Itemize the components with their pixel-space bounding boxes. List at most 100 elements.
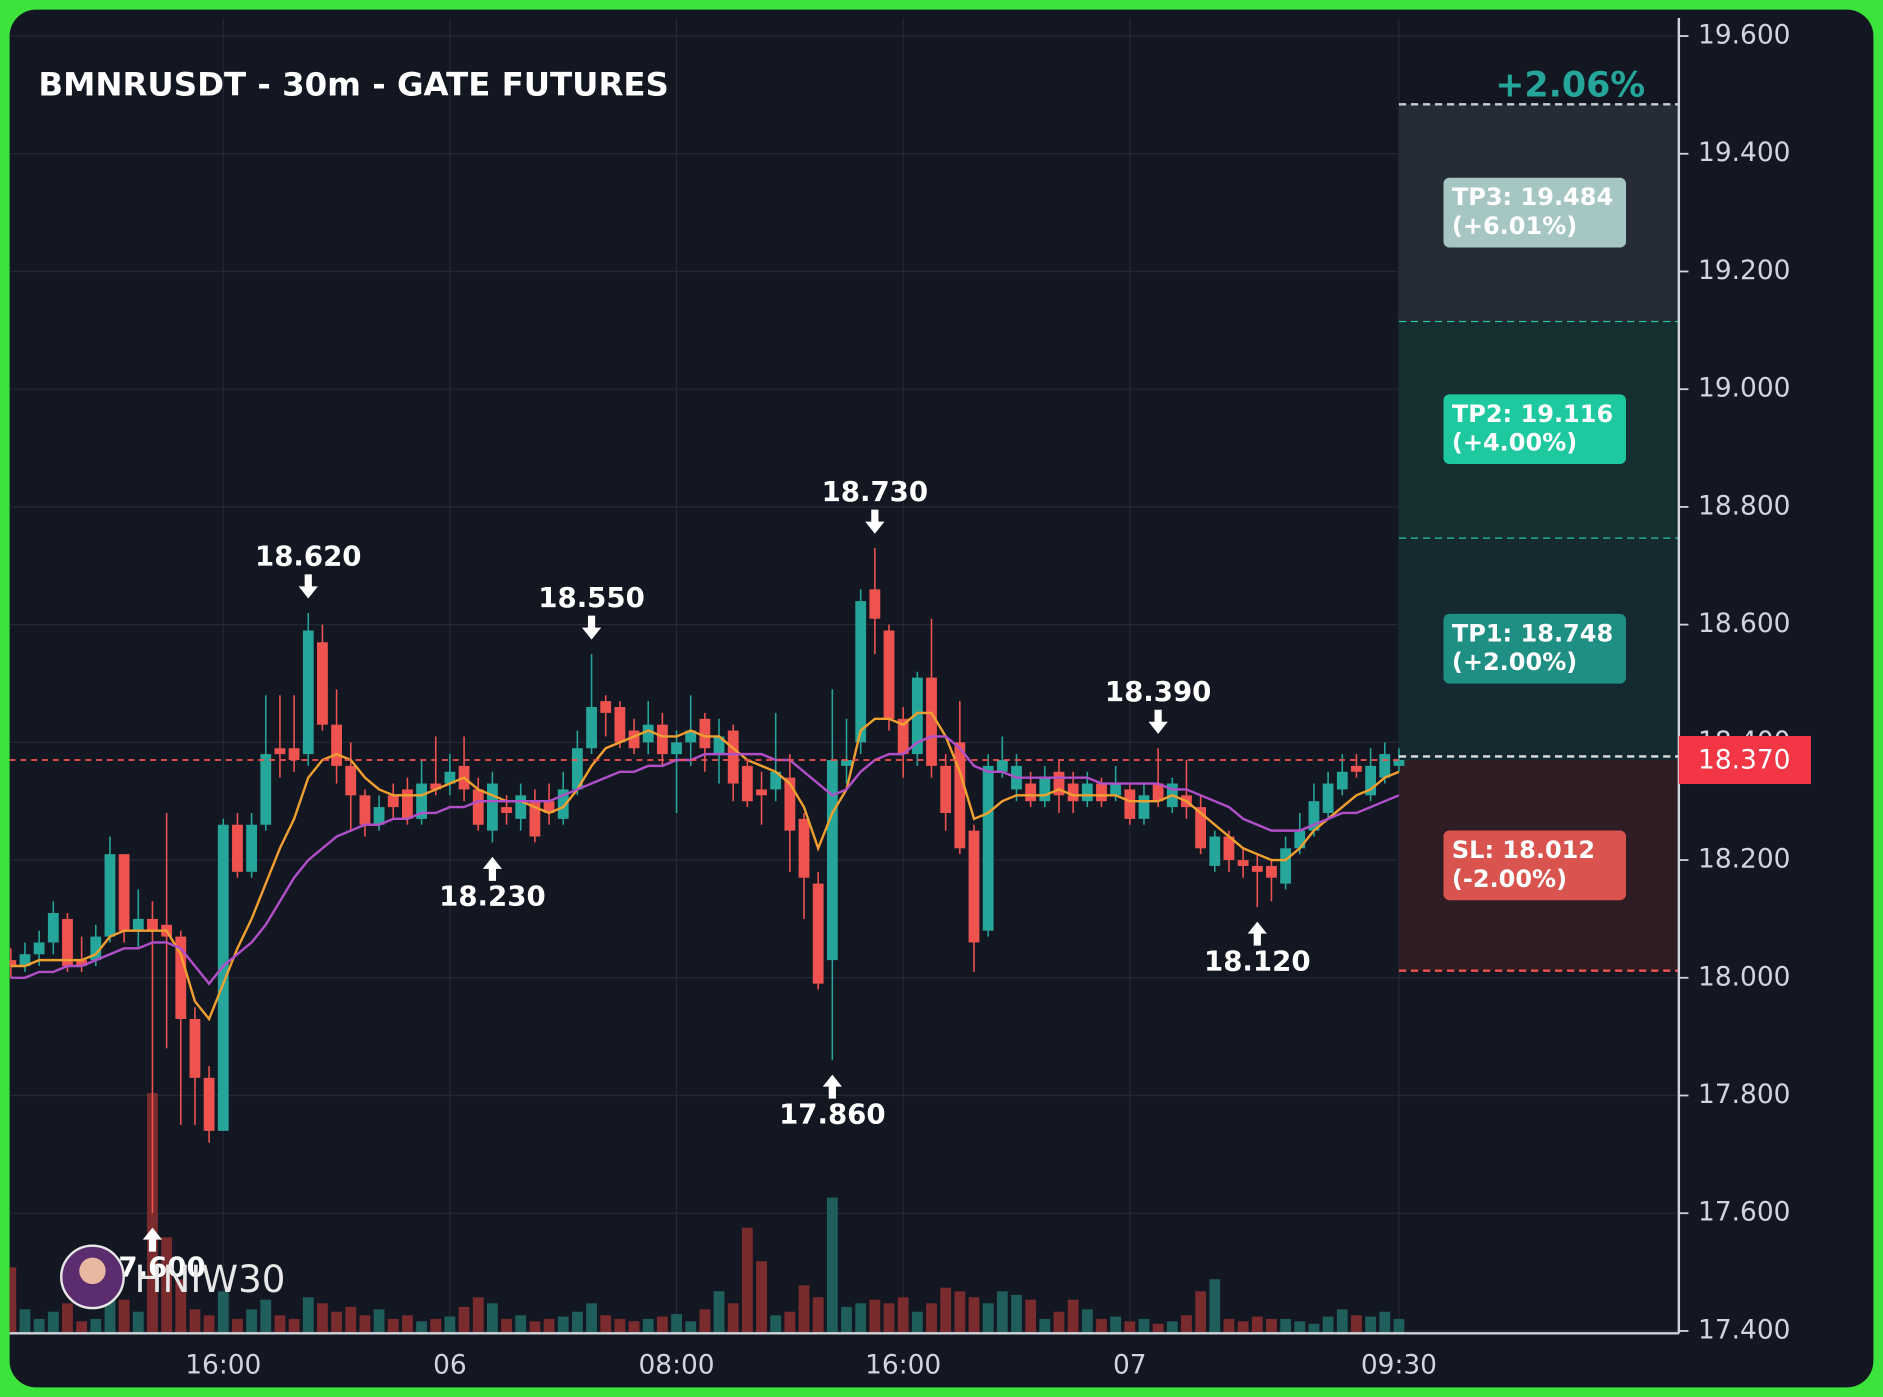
chart-title: BMNRUSDT - 30m - GATE FUTURES [38, 65, 668, 103]
volume-bar [543, 1318, 555, 1334]
arrow [865, 509, 885, 534]
candle-body [1351, 765, 1362, 772]
volume-bar [1067, 1299, 1079, 1334]
volume-bar [1237, 1321, 1249, 1334]
volume [9, 1093, 1405, 1334]
label-text: TP2: 19.116 [1452, 400, 1613, 428]
volume-bar [47, 1311, 59, 1334]
y-tick-label: 17.600 [1698, 1197, 1790, 1228]
volume-bar [1280, 1318, 1292, 1334]
candle-body [33, 942, 45, 955]
volume-bar [232, 1318, 243, 1334]
candle-body [1322, 783, 1334, 813]
price-tag [1678, 735, 1811, 785]
volume-bar [642, 1318, 654, 1334]
candle-body [529, 801, 541, 837]
candle-body [373, 807, 385, 825]
candle-body [756, 789, 767, 796]
volume-bar [982, 1303, 994, 1334]
candle-body [147, 918, 158, 931]
volume-bar [869, 1299, 881, 1334]
candle-body [9, 960, 17, 967]
candle-body [76, 960, 88, 967]
volume-bar [132, 1311, 144, 1334]
candle-body [1223, 836, 1235, 861]
arrow [581, 615, 602, 640]
volume-bar [1039, 1318, 1051, 1334]
volume-bar [897, 1297, 909, 1334]
arrow [1148, 709, 1168, 734]
volume-bar [614, 1318, 626, 1334]
volume-bar [1322, 1316, 1334, 1334]
volume-bar [883, 1303, 895, 1334]
volume-bar [416, 1321, 427, 1334]
y-tick-label: 18.800 [1698, 490, 1790, 521]
volume-bar [756, 1261, 767, 1334]
y-tick-label: 18.000 [1698, 961, 1790, 992]
candle-body [331, 724, 342, 766]
candle-body [246, 824, 258, 872]
candle-body [869, 589, 881, 619]
candle-body [90, 936, 102, 961]
candle-body [274, 748, 286, 755]
moving-average [10, 711, 1400, 1022]
volume-bar [486, 1303, 498, 1334]
label-text: SL: 18.012 [1452, 836, 1595, 864]
zones: TP1: 18.748(+2.00%) TP2: 19.116(+4.00%) TP… [1398, 103, 1679, 972]
x-tick-label: 06 [433, 1349, 467, 1380]
candle-body [288, 748, 300, 761]
volume-bar [940, 1287, 952, 1334]
candle-body [62, 918, 73, 967]
volume-bar [954, 1291, 966, 1334]
candle-body [1365, 765, 1377, 796]
x-tick-label: 07 [1113, 1349, 1147, 1380]
y-tick-label: 19.400 [1698, 137, 1790, 168]
candle-body [812, 883, 824, 984]
volume-bar [600, 1315, 612, 1334]
candle-body [1124, 789, 1136, 819]
volume-bar [246, 1309, 258, 1334]
volume-bar [1195, 1291, 1207, 1334]
swing-label: 18.620 [255, 540, 362, 573]
candle-body [656, 724, 668, 755]
label-box [1443, 613, 1627, 684]
candle-body [1379, 754, 1391, 778]
volume-bar [387, 1318, 399, 1334]
candle-body [416, 783, 427, 819]
volume-bar [359, 1315, 371, 1334]
volume-bar [373, 1309, 385, 1334]
candle-body [1067, 783, 1079, 802]
swing-label: 18.230 [439, 880, 546, 913]
candle-body [1266, 865, 1277, 878]
candle-body [855, 601, 867, 743]
volume-bar [826, 1197, 838, 1334]
candle-body [189, 1018, 201, 1078]
candle-body [1152, 783, 1164, 802]
candle-body [104, 854, 116, 937]
volume-bar [1393, 1318, 1405, 1334]
volume-bar [189, 1309, 201, 1334]
volume-bar [430, 1318, 442, 1334]
label-text: TP3: 19.484 [1452, 183, 1613, 211]
candle-body [1209, 836, 1221, 866]
volume-bar [911, 1311, 923, 1334]
candle-body [1308, 801, 1320, 831]
lines [10, 711, 1400, 1022]
x-tick-label: 09:30 [1361, 1349, 1437, 1380]
candle-body [317, 642, 328, 725]
candle-body [600, 701, 612, 713]
volume-bar [557, 1316, 569, 1334]
candle-body [1039, 777, 1051, 802]
volume-bar [501, 1318, 512, 1334]
volume-bar [1294, 1321, 1306, 1334]
candle-body [472, 789, 484, 825]
volume-bar [260, 1299, 272, 1334]
candle-body [996, 760, 1008, 772]
arrow [1247, 921, 1267, 946]
volume-bar [288, 1318, 300, 1334]
swing-label: 17.860 [779, 1097, 886, 1130]
volume-bar [274, 1315, 286, 1334]
label-pct: (+6.01%) [1452, 212, 1577, 240]
volume-bar [770, 1315, 782, 1334]
